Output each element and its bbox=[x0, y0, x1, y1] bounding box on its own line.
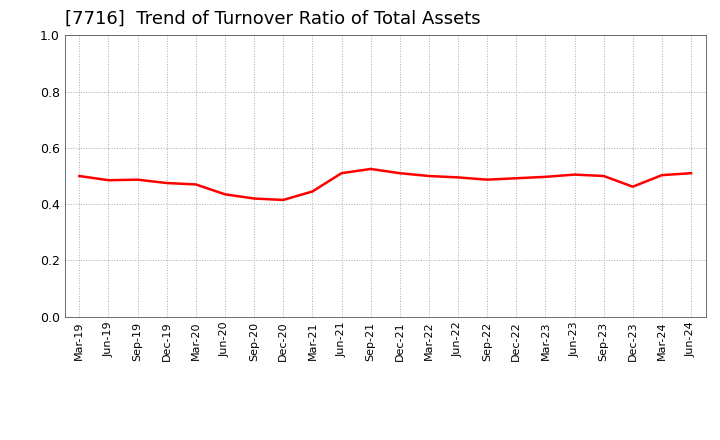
Text: [7716]  Trend of Turnover Ratio of Total Assets: [7716] Trend of Turnover Ratio of Total … bbox=[65, 10, 480, 28]
